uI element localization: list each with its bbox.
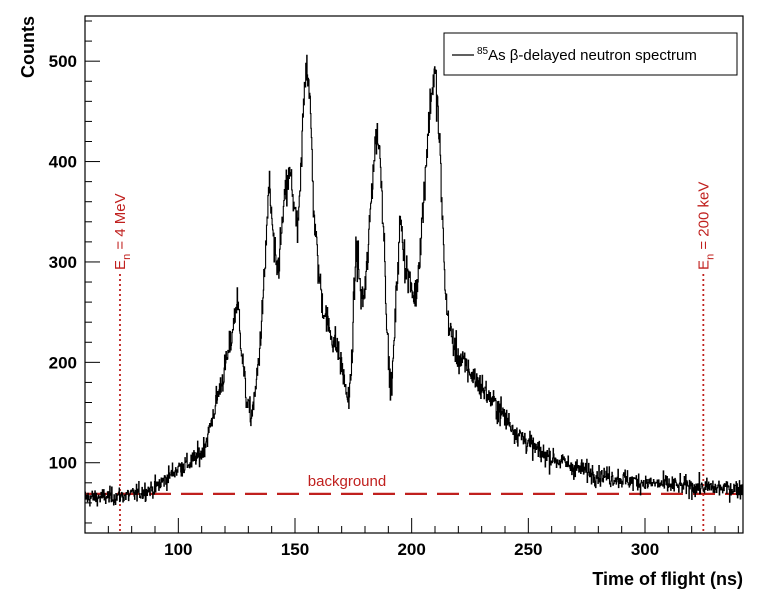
x-tick-label: 150 [281, 540, 309, 559]
x-tick-label: 200 [397, 540, 425, 559]
y-tick-label: 200 [49, 353, 77, 372]
y-tick-label: 100 [49, 454, 77, 473]
background-level-line: background [85, 473, 743, 495]
x-axis-label: Time of flight (ns) [592, 569, 743, 589]
legend: 85As β-delayed neutron spectrum [443, 32, 738, 76]
legend-box [443, 32, 738, 76]
marker-label: En = 200 keV [695, 182, 716, 270]
background-label: background [308, 473, 386, 490]
series-line [85, 54, 743, 507]
x-tick-label: 300 [631, 540, 659, 559]
plot-frame [84, 15, 744, 534]
y-tick-label: 400 [49, 153, 77, 172]
y-tick-label: 500 [49, 52, 77, 71]
x-axis: 100 150 200 250 300 [107, 518, 739, 559]
legend-entry: 85As β-delayed neutron spectrum [477, 46, 697, 64]
y-axis-label: Counts [18, 16, 38, 78]
marker-label: En = 4 MeV [112, 193, 133, 270]
y-axis: 100 200 300 400 500 [49, 20, 100, 524]
y-tick-label: 300 [49, 253, 77, 272]
series-group [85, 54, 743, 507]
x-tick-label: 250 [514, 540, 542, 559]
x-tick-label: 100 [164, 540, 192, 559]
